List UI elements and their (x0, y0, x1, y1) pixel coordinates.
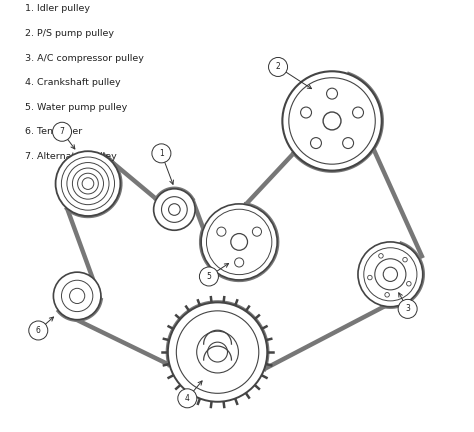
Circle shape (78, 173, 98, 194)
Circle shape (82, 178, 94, 190)
Circle shape (407, 282, 411, 286)
Circle shape (343, 138, 354, 149)
Circle shape (269, 57, 288, 76)
Text: 2: 2 (276, 63, 281, 71)
Circle shape (368, 275, 372, 280)
Circle shape (200, 267, 219, 286)
Circle shape (169, 204, 180, 215)
Circle shape (364, 248, 417, 301)
Circle shape (217, 227, 226, 236)
Circle shape (154, 189, 195, 230)
Circle shape (162, 197, 187, 222)
Circle shape (252, 227, 262, 236)
Circle shape (235, 258, 244, 267)
Circle shape (55, 151, 120, 216)
Circle shape (67, 162, 109, 205)
Circle shape (289, 78, 375, 164)
Circle shape (383, 267, 398, 282)
Circle shape (301, 107, 311, 118)
Text: 6: 6 (36, 326, 41, 335)
Circle shape (152, 144, 171, 163)
Circle shape (208, 342, 228, 362)
Circle shape (398, 299, 417, 318)
Circle shape (73, 168, 103, 199)
Text: 1: 1 (159, 149, 164, 158)
Circle shape (375, 259, 406, 290)
Text: 4: 4 (185, 394, 190, 403)
Circle shape (207, 209, 272, 275)
Circle shape (283, 71, 382, 171)
Text: 1. Idler pulley: 1. Idler pulley (25, 4, 91, 13)
Circle shape (53, 122, 72, 141)
Circle shape (197, 331, 238, 373)
Text: 3. A/C compressor pulley: 3. A/C compressor pulley (25, 54, 144, 63)
Circle shape (323, 112, 341, 130)
Circle shape (379, 254, 383, 258)
Circle shape (70, 288, 85, 304)
Text: 2. P/S pump pulley: 2. P/S pump pulley (25, 29, 114, 38)
Text: 4. Crankshaft pulley: 4. Crankshaft pulley (25, 78, 121, 87)
Circle shape (310, 138, 321, 149)
Circle shape (176, 311, 259, 393)
Circle shape (353, 107, 364, 118)
Circle shape (403, 257, 407, 262)
Text: 7. Alternator pulley: 7. Alternator pulley (25, 152, 117, 161)
Text: 5: 5 (207, 272, 211, 281)
Circle shape (385, 292, 389, 297)
Text: 7: 7 (60, 127, 64, 136)
Circle shape (62, 157, 115, 210)
Circle shape (168, 302, 267, 402)
Circle shape (231, 234, 247, 250)
Circle shape (201, 204, 277, 280)
Text: 6. Tensioner: 6. Tensioner (25, 127, 82, 137)
Circle shape (358, 242, 423, 307)
Circle shape (62, 280, 93, 311)
Text: 5. Water pump pulley: 5. Water pump pulley (25, 103, 128, 112)
Circle shape (54, 272, 101, 320)
Circle shape (327, 88, 337, 99)
Circle shape (29, 321, 48, 340)
Circle shape (178, 389, 197, 408)
Text: 3: 3 (405, 305, 410, 313)
